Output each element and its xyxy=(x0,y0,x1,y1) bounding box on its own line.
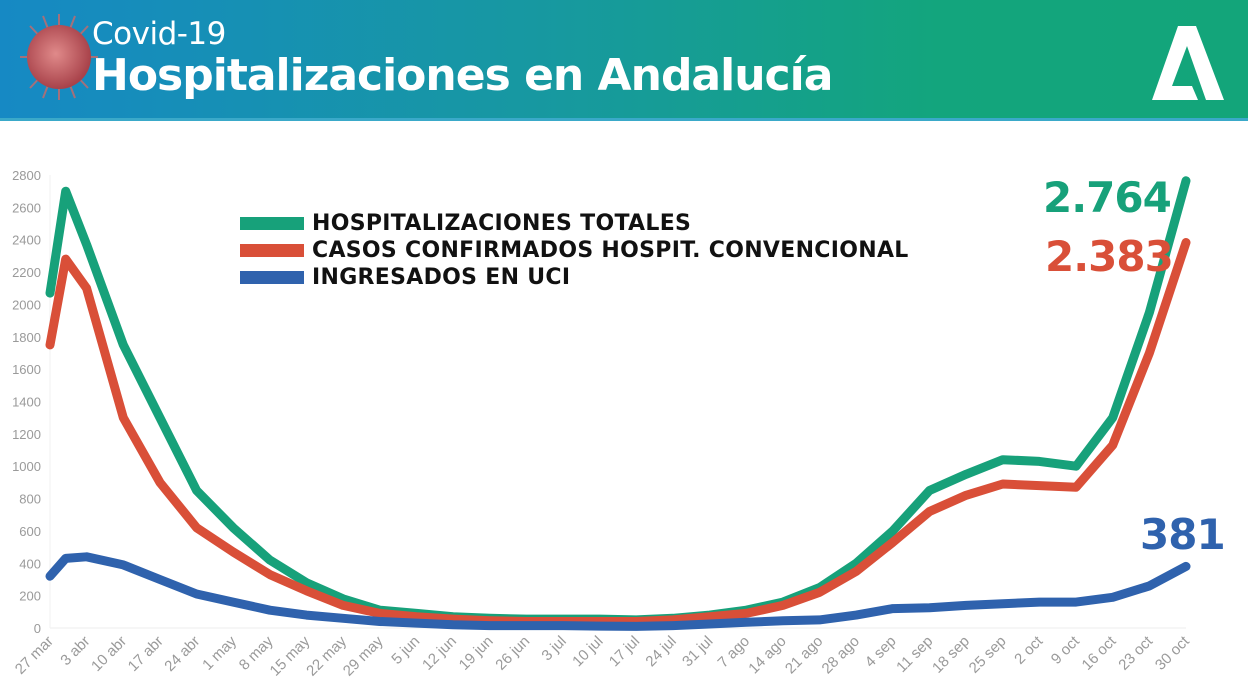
x-tick-label: 10 jul xyxy=(569,633,606,670)
junta-andalucia-logo xyxy=(1152,26,1224,100)
y-tick-label: 400 xyxy=(19,556,41,571)
y-tick-label: 600 xyxy=(19,524,41,539)
y-tick-label: 800 xyxy=(19,492,41,507)
x-tick-label: 25 sep xyxy=(966,633,1010,677)
x-tick-label: 31 jul xyxy=(679,633,716,670)
legend-swatch xyxy=(240,216,304,230)
x-tick-label: 18 sep xyxy=(929,633,973,677)
x-tick-label: 3 jul xyxy=(538,633,569,664)
y-tick-label: 1200 xyxy=(12,427,41,442)
x-tick-label: 28 ago xyxy=(819,633,863,677)
legend-swatch xyxy=(240,243,304,257)
y-tick-label: 2800 xyxy=(12,168,41,183)
series-line-2 xyxy=(45,552,1191,631)
y-tick-label: 2400 xyxy=(12,233,41,248)
x-tick-label: 27 mar xyxy=(12,633,57,678)
end-label-uci: 381 xyxy=(1140,510,1226,559)
data-point xyxy=(1182,176,1190,185)
y-tick-label: 2200 xyxy=(12,265,41,280)
y-tick-label: 2600 xyxy=(12,200,41,215)
x-tick-label: 19 jun xyxy=(456,633,497,674)
y-tick-label: 2000 xyxy=(12,297,41,312)
data-point xyxy=(1182,238,1190,247)
y-tick-label: 1000 xyxy=(12,459,41,474)
series-line-1 xyxy=(45,238,1191,626)
x-tick-label: 24 jul xyxy=(642,633,679,670)
x-tick-label: 23 oct xyxy=(1115,632,1157,674)
x-tick-label: 30 oct xyxy=(1152,632,1194,674)
end-label-totales: 2.764 xyxy=(1043,173,1172,222)
x-tick-label: 24 abr xyxy=(161,633,203,675)
y-tick-label: 1600 xyxy=(12,362,41,377)
data-point xyxy=(1182,562,1190,571)
x-tick-label: 14 ago xyxy=(745,633,789,677)
x-tick-label: 15 may xyxy=(267,632,314,679)
x-tick-label: 17 abr xyxy=(125,633,167,675)
x-tick-label: 16 oct xyxy=(1079,632,1121,674)
x-tick-label: 12 jun xyxy=(419,633,460,674)
legend-label: HOSPITALIZACIONES TOTALES xyxy=(312,210,692,236)
chart: 0 200 400 600 800 1000 1200 1400 1600 1800 2000 220… xyxy=(12,168,1194,680)
x-tick-label: 21 ago xyxy=(782,633,826,677)
x-tick-label: 10 abr xyxy=(88,633,130,675)
y-tick-label: 1800 xyxy=(12,330,41,345)
legend-label: INGRESADOS EN UCI xyxy=(312,264,571,290)
legend-item-convencional: CASOS CONFIRMADOS HOSPIT. CONVENCIONAL xyxy=(240,237,909,263)
coronavirus-icon xyxy=(20,14,98,100)
legend-swatch xyxy=(240,270,304,284)
x-tick-label: 1 may xyxy=(199,632,240,673)
legend-item-uci: INGRESADOS EN UCI xyxy=(240,264,571,290)
x-tick-label: 26 jun xyxy=(492,633,533,674)
x-tick-label: 11 sep xyxy=(893,633,936,676)
y-tick-label: 0 xyxy=(34,621,41,636)
y-tick-label: 200 xyxy=(19,589,41,604)
header-title: Hospitalizaciones en Andalucía xyxy=(92,50,833,101)
end-label-convencional: 2.383 xyxy=(1045,232,1174,281)
header-subtitle: Covid-19 xyxy=(92,16,226,52)
x-tick-label: 5 jun xyxy=(388,633,423,668)
x-tick-label: 22 may xyxy=(303,632,350,679)
header-banner: Covid-19 Hospitalizaciones en Andalucía xyxy=(0,0,1248,121)
legend-item-totales: HOSPITALIZACIONES TOTALES xyxy=(240,210,692,236)
x-tick-label: 29 may xyxy=(340,632,387,679)
x-tick-label: 17 jul xyxy=(606,633,643,670)
x-tick-label: 2 oct xyxy=(1011,632,1047,668)
legend-label: CASOS CONFIRMADOS HOSPIT. CONVENCIONAL xyxy=(312,237,909,263)
y-tick-label: 1400 xyxy=(12,395,41,410)
